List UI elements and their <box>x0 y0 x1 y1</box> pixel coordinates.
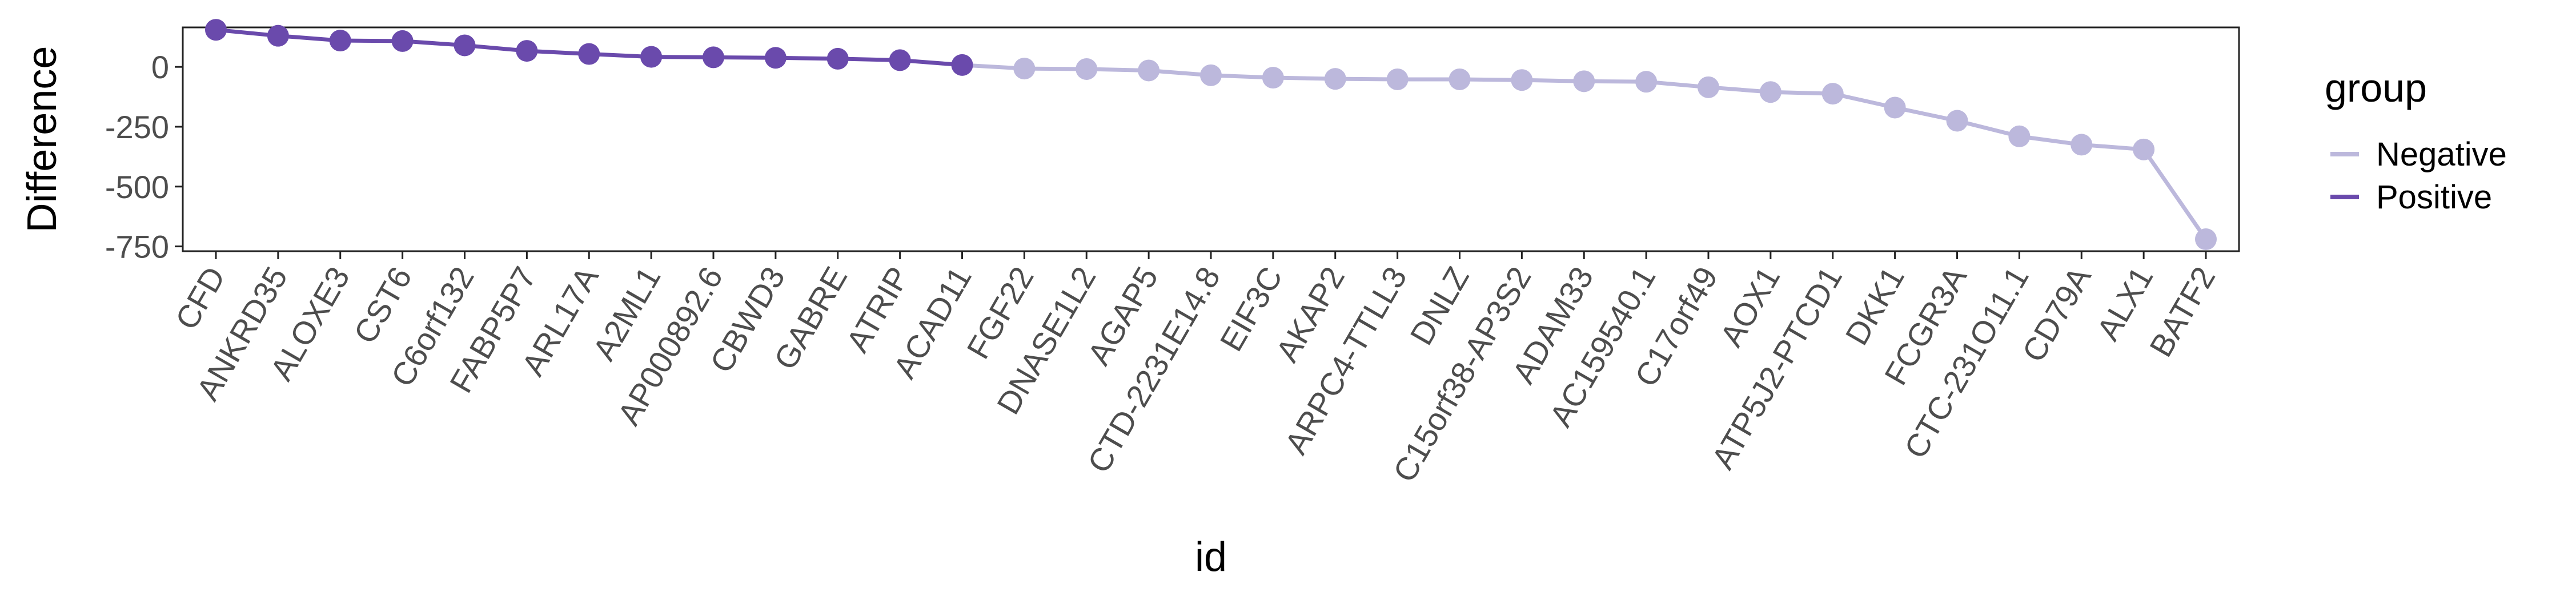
data-point <box>578 43 600 65</box>
y-axis-label: Difference <box>19 46 65 233</box>
data-point <box>205 19 227 41</box>
y-tick-label: -750 <box>105 229 169 265</box>
data-point <box>454 34 476 57</box>
legend-title: group <box>2325 66 2427 110</box>
data-point <box>1013 58 1036 80</box>
data-point <box>640 46 663 68</box>
data-point <box>1386 68 1409 90</box>
x-axis: CFDANKRD35ALOXE3CST6C6orf132FABP5P7ARL17… <box>168 251 2222 488</box>
plot-panel <box>182 26 2240 252</box>
y-axis: 0 -250 -500 -750 <box>105 49 183 265</box>
data-point <box>1324 68 1346 90</box>
data-point <box>1449 68 1471 90</box>
data-point <box>764 47 787 69</box>
data-point <box>1138 59 1160 82</box>
y-tick-label: 0 <box>151 49 169 85</box>
y-tick-label: -500 <box>105 169 169 205</box>
data-point <box>267 25 289 47</box>
data-point <box>951 54 973 76</box>
data-point <box>1884 96 1906 119</box>
legend-label-negative: Negative <box>2376 136 2507 173</box>
legend-label-positive: Positive <box>2376 179 2492 216</box>
data-point <box>1200 64 1222 86</box>
data-point <box>2071 134 2093 156</box>
series-points <box>205 19 2217 251</box>
data-point <box>516 40 538 62</box>
legend: group Negative Positive <box>2325 66 2507 216</box>
data-point <box>2008 125 2031 147</box>
data-point <box>1511 69 1533 91</box>
series-line-negative <box>2141 147 2208 241</box>
data-point <box>1635 71 1658 93</box>
data-point <box>1946 110 1968 132</box>
data-point <box>391 30 414 52</box>
x-tick-label: CFD <box>168 261 232 336</box>
data-point <box>1573 70 1595 92</box>
data-point <box>826 47 849 70</box>
data-point <box>889 49 911 71</box>
x-axis-label: id <box>1195 534 1227 580</box>
data-point <box>1076 58 1098 80</box>
data-point <box>1759 81 1781 103</box>
data-point <box>2133 138 2155 160</box>
data-point <box>1821 83 1844 105</box>
data-point <box>703 46 724 69</box>
y-tick-label: -250 <box>105 109 169 145</box>
data-point <box>329 30 351 52</box>
data-point <box>1262 67 1284 89</box>
data-point <box>2195 228 2217 251</box>
data-point <box>1698 76 1719 98</box>
